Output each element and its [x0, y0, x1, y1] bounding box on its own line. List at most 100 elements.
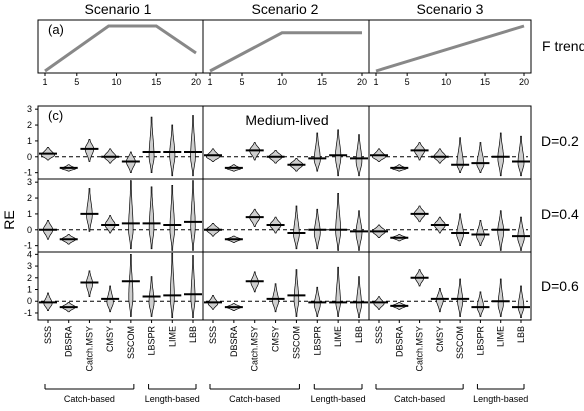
method-label: DBSRA — [64, 326, 74, 357]
y-tick-label: 1 — [27, 285, 32, 295]
y-tick-label: 2 — [27, 273, 32, 283]
panel-c: (c) Medium-lived RE D=0.2 D=0.4 D=0.6 — [1, 108, 579, 294]
scenario-2-frame — [202, 19, 370, 74]
y-tick-label: 0 — [27, 152, 32, 162]
violin-lbb — [517, 135, 525, 177]
violin-lbspr — [476, 291, 485, 317]
violin-lbb — [190, 255, 196, 319]
violin-lime — [169, 252, 175, 319]
violin-lbspr — [476, 142, 485, 174]
group-label: Length-based — [311, 394, 366, 404]
method-label: CMSY — [105, 326, 115, 352]
scenario-3-f-line — [375, 24, 525, 73]
violin-panel-frame — [368, 178, 532, 253]
method-label: SSCOM — [291, 326, 301, 359]
group-label: Length-based — [473, 394, 528, 404]
violin-panel-frame — [37, 178, 204, 253]
f-x-tick-label: 15 — [317, 77, 327, 87]
row-label-d02: D=0.2 — [541, 133, 579, 149]
y-tick-label: 2 — [27, 120, 32, 130]
y-tick-label: -1 — [24, 241, 32, 251]
row-label-d06: D=0.6 — [541, 278, 579, 294]
f-x-tick-label: 5 — [405, 77, 410, 87]
panel-c-label: (c) — [48, 108, 63, 123]
violin-sscom — [457, 278, 464, 317]
y-tick-label: 1 — [27, 136, 32, 146]
method-label: LBSPR — [475, 326, 485, 356]
f-x-tick-label: 20 — [519, 77, 529, 87]
violin-lime — [335, 129, 342, 177]
method-label: CMSY — [435, 326, 445, 352]
f-x-tick-label: 10 — [112, 77, 122, 87]
f-x-tick-label: 1 — [42, 77, 47, 87]
method-label: Catch.MSY — [415, 326, 425, 372]
method-label: LIME — [333, 326, 343, 347]
chart-marks: 1 5 10 15 20 1 5 10 15 20 1 5 10 15 20-10123-10123-101… — [24, 19, 532, 404]
method-label: SSCOM — [455, 326, 465, 359]
violin-lbspr — [148, 186, 155, 250]
f-x-tick-label: 10 — [277, 77, 287, 87]
method-label: SSS — [43, 326, 53, 344]
violin-lime — [169, 124, 176, 177]
y-tick-label: 4 — [27, 249, 32, 259]
method-label: Catch.MSY — [250, 326, 260, 372]
violin-sscom — [456, 137, 464, 174]
scenario-2-title: Scenario 2 — [252, 1, 319, 17]
method-label: LBB — [354, 326, 364, 343]
f-x-tick-label: 10 — [441, 77, 451, 87]
method-label: LIME — [167, 326, 177, 347]
violin-panel-frame — [37, 251, 204, 321]
f-x-tick-label: 5 — [239, 77, 244, 87]
y-tick-label: 3 — [27, 261, 32, 271]
method-label: Catch.MSY — [84, 326, 94, 372]
violin-lbspr — [148, 116, 155, 174]
scenario-1-title: Scenario 1 — [85, 1, 152, 17]
group-label: Catch-based — [229, 394, 280, 404]
violin-sscom — [128, 253, 134, 317]
y-tick-label: -1 — [24, 168, 32, 178]
medium-lived-label: Medium-lived — [245, 112, 328, 128]
violin-lbb — [356, 276, 362, 319]
violin-cmsy — [272, 283, 279, 313]
group-label: Catch-based — [64, 394, 115, 404]
violin-sscom — [293, 269, 300, 317]
y-tick-label: 3 — [27, 177, 32, 187]
y-axis-label: RE — [1, 210, 17, 229]
scenario-2-f-line — [209, 31, 362, 73]
violin-catch-msy — [84, 138, 95, 162]
violin-sscom — [456, 213, 464, 247]
method-label: CMSY — [271, 326, 281, 352]
f-x-tick-label: 20 — [191, 77, 201, 87]
y-tick-label: -1 — [24, 308, 32, 318]
method-label: SSS — [374, 326, 384, 344]
method-label: SSCOM — [126, 326, 136, 359]
violin-panel-frame — [202, 251, 370, 321]
method-label: DBSRA — [229, 326, 239, 357]
f-x-tick-label: 15 — [480, 77, 490, 87]
violin-lbb — [190, 180, 196, 251]
violin-lime — [497, 278, 504, 317]
violin-catch-msy — [86, 188, 93, 232]
method-label: DBSRA — [394, 326, 404, 357]
violin-cmsy — [436, 287, 444, 313]
y-tick-label: 2 — [27, 193, 32, 203]
violin-lime — [335, 192, 341, 251]
violin-sscom — [128, 180, 134, 250]
violin-lime — [497, 132, 504, 177]
violin-lime — [169, 184, 175, 251]
f-x-tick-label: 1 — [373, 77, 378, 87]
f-x-tick-label: 15 — [151, 77, 161, 87]
panel-a: Scenario 1 Scenario 2 Scenario 3 (a) F t… — [48, 1, 584, 54]
scenario-3-title: Scenario 3 — [417, 1, 484, 17]
violin-catch-msy — [85, 270, 93, 297]
violin-lbb — [517, 216, 525, 251]
y-tick-label: 0 — [27, 225, 32, 235]
f-trend-label: F trend — [542, 38, 584, 54]
method-label: LBSPR — [312, 326, 322, 356]
violin-panel-frame — [202, 178, 370, 253]
scenario-3-frame — [368, 19, 532, 74]
group-label: Catch-based — [394, 394, 445, 404]
violin-lime — [335, 266, 341, 317]
method-label: LBB — [516, 326, 526, 343]
